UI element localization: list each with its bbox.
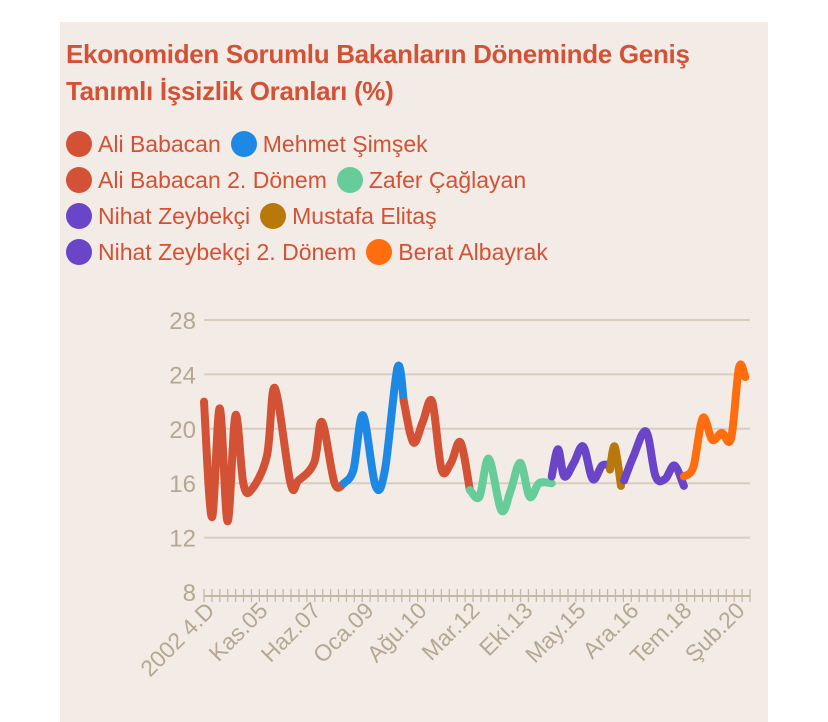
legend-label: Zafer Çağlayan xyxy=(368,166,527,193)
legend-marker-icon xyxy=(66,239,92,265)
x-axis: 2002 4.DKas.05Haz.07Oca.09Ağu.10Mar.12Ek… xyxy=(135,589,751,682)
legend-label: Nihat Zeybekçi 2. Dönem xyxy=(98,238,357,265)
legend-item[interactable]: Mustafa Elitaş xyxy=(260,202,437,230)
x-tick-label: Şub.20 xyxy=(680,597,750,667)
y-axis: 28 24 20 16 12 8 xyxy=(169,308,196,607)
legend-item[interactable]: Ali Babacan xyxy=(66,131,221,158)
series-line-8 xyxy=(679,360,750,481)
y-tick-label: 12 xyxy=(169,526,196,553)
series-line-7 xyxy=(620,427,688,490)
legend-marker-icon xyxy=(230,131,257,157)
legend-item[interactable]: Nihat Zeybekçi xyxy=(66,203,250,230)
legend-label: Mehmet Şimşek xyxy=(262,130,428,157)
y-tick-label: 16 xyxy=(169,471,196,498)
legend-label: Ali Babacan 2. Dönem xyxy=(98,166,327,193)
x-tick-label: Mar.12 xyxy=(416,597,484,665)
chart-legend: Ali Babacan Mehmet Şimşek Ali Babacan 2.… xyxy=(66,126,558,270)
series-line-5 xyxy=(547,442,614,484)
legend-marker-icon xyxy=(66,167,92,193)
y-tick-label: 28 xyxy=(169,308,196,335)
legend-row: Nihat Zeybekçi Mustafa Elitaş xyxy=(66,198,558,234)
y-tick-label: 24 xyxy=(169,362,196,389)
y-tick-label: 8 xyxy=(183,580,196,607)
legend-item[interactable]: Zafer Çağlayan xyxy=(336,166,527,194)
series-lines xyxy=(200,360,750,526)
legend-row: Ali Babacan 2. Dönem Zafer Çağlayan xyxy=(66,162,558,198)
series-line-3 xyxy=(399,395,474,494)
legend-label: Mustafa Elitaş xyxy=(292,202,437,229)
series-line-2 xyxy=(340,361,408,494)
legend-marker-icon xyxy=(66,203,92,229)
legend-row: Ali Babacan Mehmet Şimşek xyxy=(66,126,558,162)
chart-title: Ekonomiden Sorumlu Bakanların Döneminde … xyxy=(66,39,690,106)
legend-item[interactable]: Ali Babacan 2. Dönem xyxy=(66,167,327,194)
legend-marker-icon xyxy=(366,239,393,265)
legend-label: Nihat Zeybekçi xyxy=(98,202,251,229)
legend-item[interactable]: Berat Albayrak xyxy=(366,239,548,266)
series-line-6 xyxy=(606,442,625,490)
legend-item[interactable]: Mehmet Şimşek xyxy=(230,130,428,158)
chart-card xyxy=(60,22,768,722)
legend-marker-icon xyxy=(66,131,92,157)
series-line-1 xyxy=(200,383,348,526)
x-tick-label: Oca.09 xyxy=(308,597,379,668)
y-tick-label: 20 xyxy=(169,417,196,444)
legend-row: Nihat Zeybekçi 2. Dönem Berat Albayrak xyxy=(66,234,558,270)
series-line-4 xyxy=(465,454,556,516)
x-tick-label: Ağu.10 xyxy=(362,597,432,667)
x-tick-label: May.15 xyxy=(520,597,591,668)
x-tick-label: 2002 4.D xyxy=(135,597,219,681)
legend-marker-icon xyxy=(336,167,363,193)
legend-item[interactable]: Nihat Zeybekçi 2. Dönem xyxy=(66,239,356,266)
legend-label: Berat Albayrak xyxy=(398,238,548,265)
legend-marker-icon xyxy=(260,203,287,229)
legend-label: Ali Babacan xyxy=(98,130,221,157)
